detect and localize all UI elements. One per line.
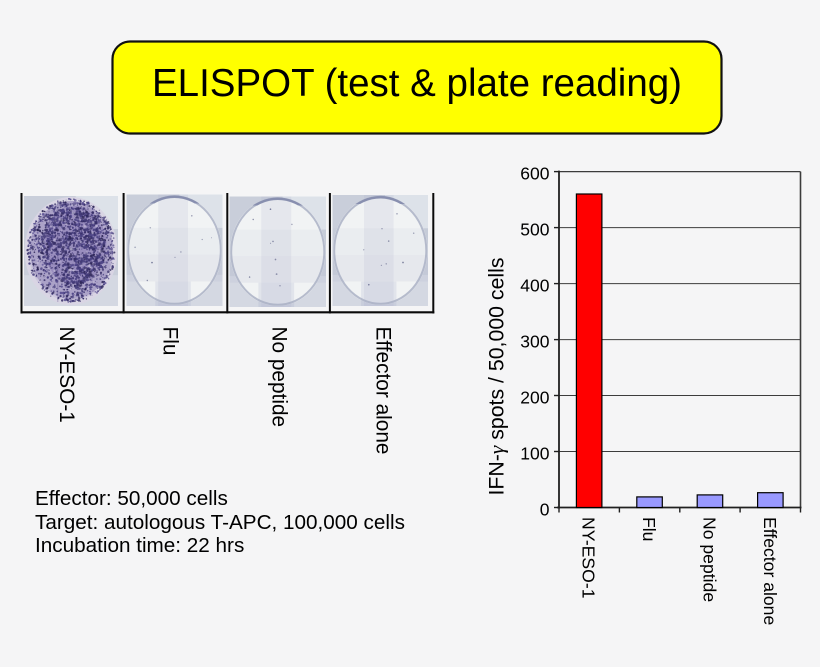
svg-text:Flu: Flu <box>159 327 182 356</box>
svg-text:NY-ESO-1: NY-ESO-1 <box>579 517 599 598</box>
svg-text:No peptide: No peptide <box>699 517 719 602</box>
svg-text:300: 300 <box>520 331 549 351</box>
svg-text:IFN-γ spots / 50,000 cells: IFN-γ spots / 50,000 cells <box>484 257 508 495</box>
svg-text:400: 400 <box>520 275 549 295</box>
svg-text:ELISPOT (test & plate reading): ELISPOT (test & plate reading) <box>152 62 682 105</box>
svg-text:NY-ESO-1: NY-ESO-1 <box>55 327 78 423</box>
svg-text:Flu: Flu <box>639 517 659 541</box>
svg-text:100: 100 <box>520 443 549 463</box>
svg-text:No peptide: No peptide <box>268 327 291 428</box>
svg-text:200: 200 <box>520 387 549 407</box>
svg-text:Effector: 50,000 cells: Effector: 50,000 cells <box>35 487 228 510</box>
svg-text:500: 500 <box>520 219 549 239</box>
svg-text:Incubation time: 22 hrs: Incubation time: 22 hrs <box>35 534 244 557</box>
svg-text:Target: autologous T-APC, 100,: Target: autologous T-APC, 100,000 cells <box>35 511 405 534</box>
svg-text:Effector alone: Effector alone <box>372 327 395 455</box>
svg-text:600: 600 <box>520 163 549 183</box>
svg-text:0: 0 <box>540 499 550 519</box>
svg-text:Effector alone: Effector alone <box>760 517 780 625</box>
